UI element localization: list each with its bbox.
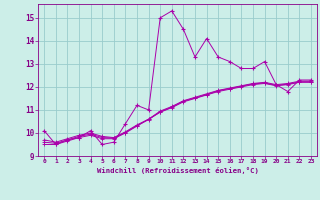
X-axis label: Windchill (Refroidissement éolien,°C): Windchill (Refroidissement éolien,°C) [97, 167, 259, 174]
